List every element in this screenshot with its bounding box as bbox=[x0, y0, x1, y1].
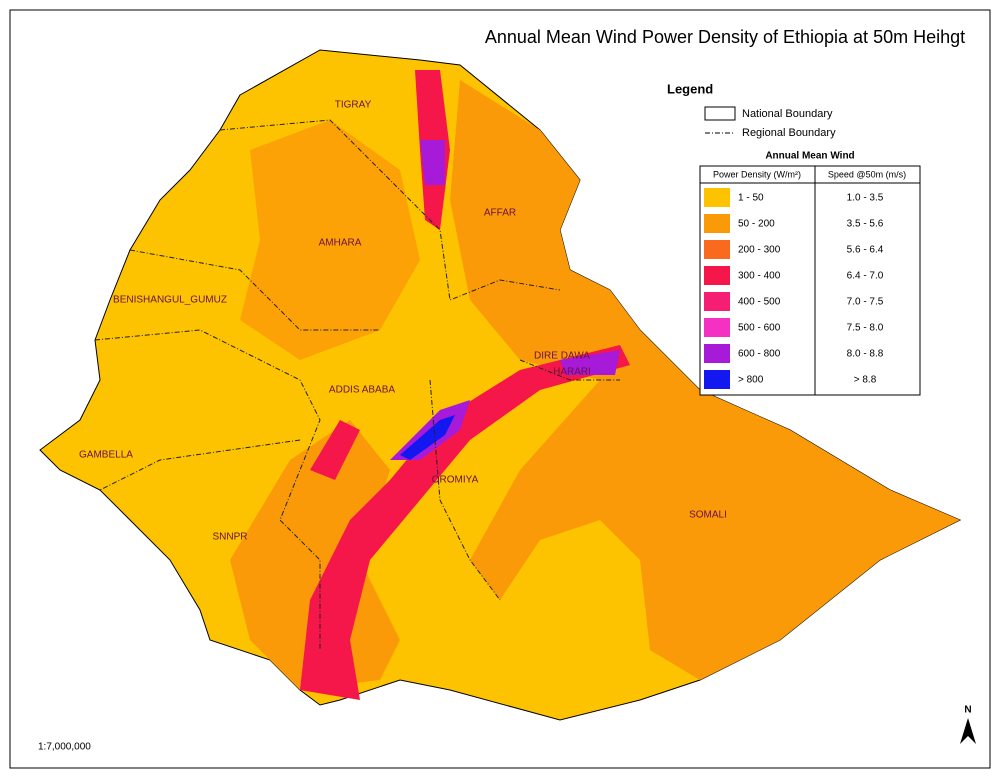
table-header: Speed @50m (m/s) bbox=[828, 169, 906, 179]
density-range: > 800 bbox=[738, 375, 764, 386]
legend-swatch bbox=[704, 214, 730, 233]
density-range: 200 - 300 bbox=[738, 245, 781, 256]
region-label: SOMALI bbox=[689, 510, 727, 521]
region-label: GAMBELLA bbox=[79, 450, 133, 461]
rift bbox=[560, 350, 620, 375]
density-range: 500 - 600 bbox=[738, 323, 781, 334]
country bbox=[39, 49, 962, 721]
regional-boundary bbox=[94, 119, 620, 650]
legend-swatch bbox=[704, 344, 730, 363]
zone bbox=[450, 80, 960, 680]
title: Annual Mean Wind Power Density of Ethiop… bbox=[485, 27, 965, 47]
legend-swatch bbox=[704, 318, 730, 337]
density-range: 50 - 200 bbox=[738, 219, 775, 230]
density-range: 1 - 50 bbox=[738, 193, 764, 204]
rift bbox=[400, 415, 455, 460]
speed-range: 7.5 - 8.0 bbox=[847, 323, 884, 334]
region-label: TIGRAY bbox=[335, 100, 372, 111]
zone bbox=[420, 140, 445, 185]
region-label: HARARI bbox=[553, 367, 591, 378]
table-frame bbox=[699, 165, 921, 396]
density-range: 400 - 500 bbox=[738, 297, 781, 308]
rift bbox=[300, 345, 630, 700]
density-range: 300 - 400 bbox=[738, 271, 781, 282]
zone bbox=[230, 420, 400, 690]
legend-title: Legend bbox=[667, 81, 713, 96]
rift bbox=[310, 420, 360, 480]
legend-swatch bbox=[704, 188, 730, 207]
region-labels: TIGRAY AFFAR AMHARA BENISHANGUL_GUMUZ DIRE D… bbox=[79, 100, 727, 543]
scale: 1:7,000,000 bbox=[38, 742, 91, 753]
speed-range: 6.4 - 7.0 bbox=[847, 271, 884, 282]
north-arrow bbox=[960, 718, 976, 744]
region-label: DIRE DAWA bbox=[534, 351, 590, 362]
speed-range: 8.0 - 8.8 bbox=[847, 349, 884, 360]
legend-item: National Boundary bbox=[742, 108, 833, 120]
region-label: AMHARA bbox=[319, 238, 362, 249]
zone bbox=[240, 120, 420, 360]
region-label: AFFAR bbox=[484, 208, 516, 219]
table-header: Power Density (W/m²) bbox=[713, 169, 801, 179]
table-title: Annual Mean Wind bbox=[765, 151, 854, 162]
legend-swatch bbox=[704, 370, 730, 389]
speed-range: 1.0 - 3.5 bbox=[847, 193, 884, 204]
legend-swatch bbox=[704, 266, 730, 285]
boundary-swatch bbox=[704, 106, 736, 121]
speed-range: > 8.8 bbox=[854, 375, 877, 386]
region-label: ADDIS ABABA bbox=[329, 385, 395, 396]
legend-swatch bbox=[704, 240, 730, 259]
north-label: N bbox=[964, 705, 971, 716]
speed-range: 5.6 - 6.4 bbox=[847, 245, 884, 256]
speed-range: 7.0 - 7.5 bbox=[847, 297, 884, 308]
density-range: 600 - 800 bbox=[738, 349, 781, 360]
speed-range: 3.5 - 5.6 bbox=[847, 219, 884, 230]
region-label: SNNPR bbox=[212, 532, 247, 543]
region-label: OROMIYA bbox=[432, 475, 479, 486]
legend-table: Power Density (W/m²) Speed @50m (m/s) 1 … bbox=[699, 165, 921, 396]
region-label: BENISHANGUL_GUMUZ bbox=[113, 295, 227, 306]
legend-swatch bbox=[704, 292, 730, 311]
legend-item: Regional Boundary bbox=[742, 127, 836, 139]
